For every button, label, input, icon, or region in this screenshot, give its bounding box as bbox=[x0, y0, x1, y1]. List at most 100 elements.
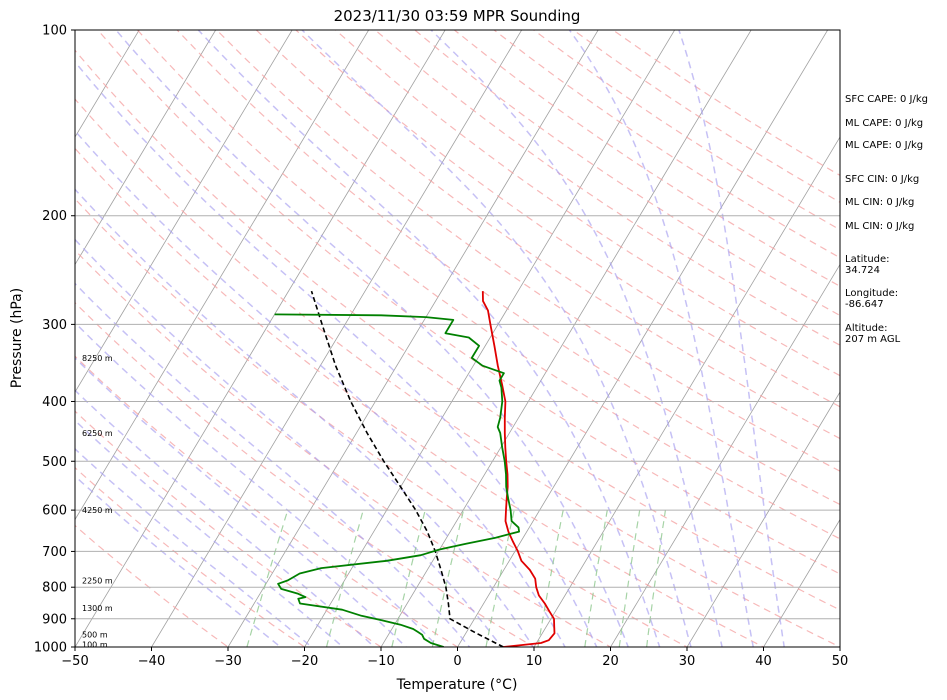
dewpoint-line bbox=[274, 313, 520, 647]
background-lines bbox=[75, 16, 947, 660]
annotation-text: SFC CIN: 0 J/kg bbox=[845, 174, 919, 185]
y-tick-label: 200 bbox=[42, 209, 67, 224]
isotherm-line bbox=[75, 30, 370, 521]
moist-adiabat-line bbox=[301, 30, 692, 647]
isotherm-line bbox=[227, 30, 599, 647]
plot-background bbox=[75, 30, 840, 647]
dry-adiabat-line bbox=[176, 30, 840, 506]
isotherm-line bbox=[909, 16, 947, 660]
isotherm-line bbox=[533, 136, 840, 647]
dry-adiabat-line bbox=[75, 197, 689, 647]
x-axis: −50 −40 −30 −20 −10 0 10 20 30 40 50 bbox=[61, 647, 848, 669]
annotation-text: Altitude: bbox=[845, 323, 887, 334]
isotherm-line bbox=[380, 30, 752, 647]
y-tick-label: 400 bbox=[42, 395, 67, 410]
x-tick-label: 10 bbox=[526, 654, 543, 669]
moist-adiabat-line bbox=[75, 475, 282, 647]
height-label: 1300 m bbox=[82, 604, 113, 613]
isotherm-line bbox=[75, 30, 293, 393]
moist-adiabat-line bbox=[75, 419, 345, 647]
x-tick-label: −10 bbox=[367, 654, 394, 669]
isotherm-line bbox=[75, 30, 446, 647]
annotation-text: ML CIN: 0 J/kg bbox=[845, 221, 914, 232]
chart-title: 2023/11/30 03:59 MPR Sounding bbox=[334, 7, 581, 25]
y-axis-title: Pressure (hPa) bbox=[9, 288, 25, 388]
isotherm-line bbox=[610, 263, 840, 647]
annotation-text: ML CIN: 0 J/kg bbox=[845, 197, 914, 208]
moist-adiabat-line bbox=[75, 238, 503, 647]
dry-adiabat-line bbox=[216, 30, 840, 472]
moist-adiabat-line bbox=[430, 30, 723, 647]
x-tick-label: 40 bbox=[755, 654, 772, 669]
height-label: 4250 m bbox=[82, 506, 113, 515]
x-tick-label: 50 bbox=[832, 654, 849, 669]
isotherm-line bbox=[75, 30, 217, 266]
x-axis-title: Temperature (°C) bbox=[396, 677, 518, 693]
height-label: 100 m bbox=[82, 640, 108, 649]
dry-adiabat-line bbox=[75, 98, 840, 647]
annotation-text: 207 m AGL bbox=[845, 334, 901, 345]
y-tick-label: 100 bbox=[42, 24, 67, 39]
height-label: 500 m bbox=[82, 631, 108, 640]
isotherm-line bbox=[304, 30, 676, 647]
stats-annotations: SFC CAPE: 0 J/kg ML CAPE: 0 J/kg ML CAPE: … bbox=[845, 94, 928, 345]
annotation-text: Longitude: bbox=[845, 288, 898, 299]
height-label: 6250 m bbox=[82, 429, 113, 438]
isotherm-line bbox=[686, 391, 840, 647]
annotation-text: ML CAPE: 0 J/kg bbox=[845, 140, 923, 151]
isotherm-line bbox=[75, 30, 140, 138]
dry-adiabat-line bbox=[75, 301, 536, 647]
data-series bbox=[274, 290, 556, 647]
moist-adiabat-line bbox=[75, 282, 471, 647]
pressure-grid bbox=[75, 215, 840, 620]
moist-adiabat-line bbox=[75, 188, 535, 647]
annotation-text: 34.724 bbox=[845, 265, 880, 276]
dry-adiabat-line bbox=[75, 147, 765, 647]
dry-adiabat-line bbox=[75, 49, 840, 611]
dry-adiabat-line bbox=[374, 30, 840, 346]
moist-adiabat-line bbox=[75, 356, 408, 647]
annotation-text: ML CAPE: 0 J/kg bbox=[845, 118, 923, 129]
dry-adiabat-line bbox=[136, 30, 840, 540]
dry-adiabat-line bbox=[414, 30, 840, 317]
annotation-text: SFC CAPE: 0 J/kg bbox=[845, 94, 928, 105]
isotherm-line bbox=[763, 518, 840, 647]
moist-adiabat-line bbox=[115, 30, 630, 647]
moist-adiabat-line bbox=[75, 447, 313, 647]
x-tick-label: 30 bbox=[679, 654, 696, 669]
dry-adiabat-line bbox=[295, 30, 840, 408]
y-tick-label: 700 bbox=[42, 545, 67, 560]
y-tick-label: 500 bbox=[42, 455, 67, 470]
moist-adiabat-line bbox=[75, 321, 439, 647]
y-tick-label: 900 bbox=[42, 612, 67, 627]
dry-adiabat-line bbox=[255, 30, 840, 440]
isotherm-line bbox=[457, 30, 829, 647]
parcel-profile-line bbox=[310, 290, 504, 647]
x-tick-label: 20 bbox=[602, 654, 619, 669]
dry-adiabat-line bbox=[335, 30, 840, 377]
x-tick-label: −40 bbox=[138, 654, 165, 669]
height-label: 2250 m bbox=[82, 576, 113, 585]
y-tick-label: 300 bbox=[42, 318, 67, 333]
x-tick-label: −50 bbox=[61, 654, 88, 669]
dry-adiabat-line bbox=[75, 410, 383, 647]
x-tick-label: 0 bbox=[453, 654, 461, 669]
moist-adiabat-line bbox=[197, 30, 661, 647]
height-label: 8250 m bbox=[82, 354, 113, 363]
x-tick-label: −20 bbox=[291, 654, 318, 669]
x-tick-label: −30 bbox=[214, 654, 241, 669]
moist-adiabat-line bbox=[75, 129, 566, 647]
y-tick-label: 1000 bbox=[34, 641, 67, 656]
moist-adiabat-line bbox=[75, 60, 598, 647]
dry-adiabat-line bbox=[75, 249, 612, 647]
dry-adiabat-line bbox=[454, 30, 840, 287]
dry-adiabat-line bbox=[75, 524, 230, 647]
isotherm-line bbox=[151, 30, 523, 647]
moist-adiabat-line bbox=[75, 389, 376, 647]
dry-adiabat-line bbox=[75, 466, 306, 647]
annotation-text: -86.647 bbox=[845, 299, 884, 310]
y-tick-label: 600 bbox=[42, 504, 67, 519]
annotation-text: Latitude: bbox=[845, 254, 890, 265]
